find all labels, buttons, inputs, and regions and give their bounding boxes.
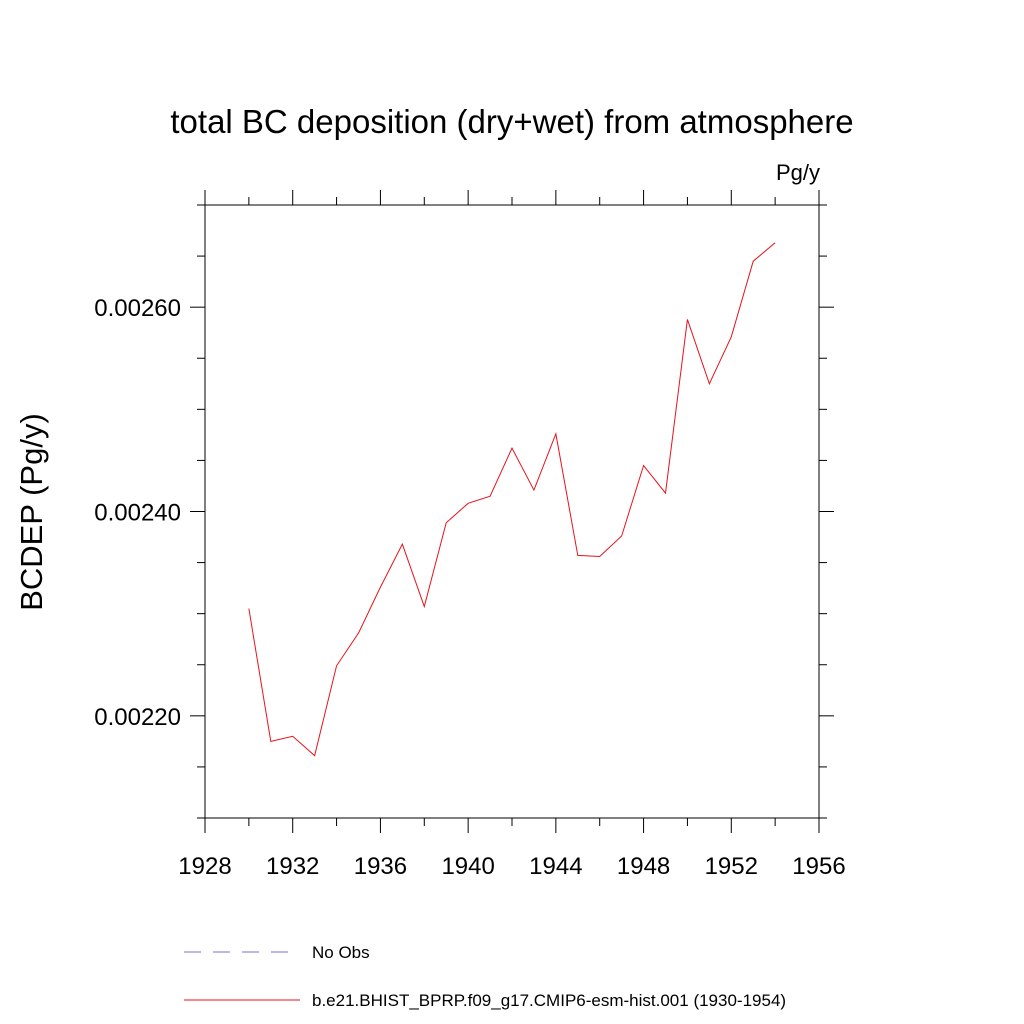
x-tick-label: 1956 xyxy=(792,853,845,880)
chart-title: total BC deposition (dry+wet) from atmos… xyxy=(170,103,853,140)
data-series xyxy=(248,242,776,757)
axis-ticks xyxy=(190,190,834,833)
x-tick-label: 1932 xyxy=(266,853,319,880)
legend-label-model: b.e21.BHIST_BPRP.f09_g17.CMIP6-esm-hist.… xyxy=(312,991,786,1010)
legend: No Obs b.e21.BHIST_BPRP.f09_g17.CMIP6-es… xyxy=(184,943,786,1010)
y-axis-label: BCDEP (Pg/y) xyxy=(14,413,49,611)
y-tick-label: 0.00260 xyxy=(94,295,181,322)
x-tick-label: 1952 xyxy=(705,853,758,880)
x-tick-label: 1948 xyxy=(617,853,670,880)
legend-label-no-obs: No Obs xyxy=(312,943,370,962)
x-tick-label: 1928 xyxy=(178,853,231,880)
axis-tick-labels: 1928 1932 1936 1940 1944 1948 1952 1956 0.00220 0… xyxy=(94,295,845,880)
series-line-1 xyxy=(248,242,776,757)
x-tick-label: 1936 xyxy=(354,853,407,880)
x-tick-label: 1940 xyxy=(441,853,494,880)
plot-frame xyxy=(204,204,820,819)
y-tick-label: 0.00220 xyxy=(94,704,181,731)
x-tick-label: 1944 xyxy=(529,853,582,880)
y-tick-label: 0.00240 xyxy=(94,500,181,527)
units-label: Pg/y xyxy=(776,160,820,185)
